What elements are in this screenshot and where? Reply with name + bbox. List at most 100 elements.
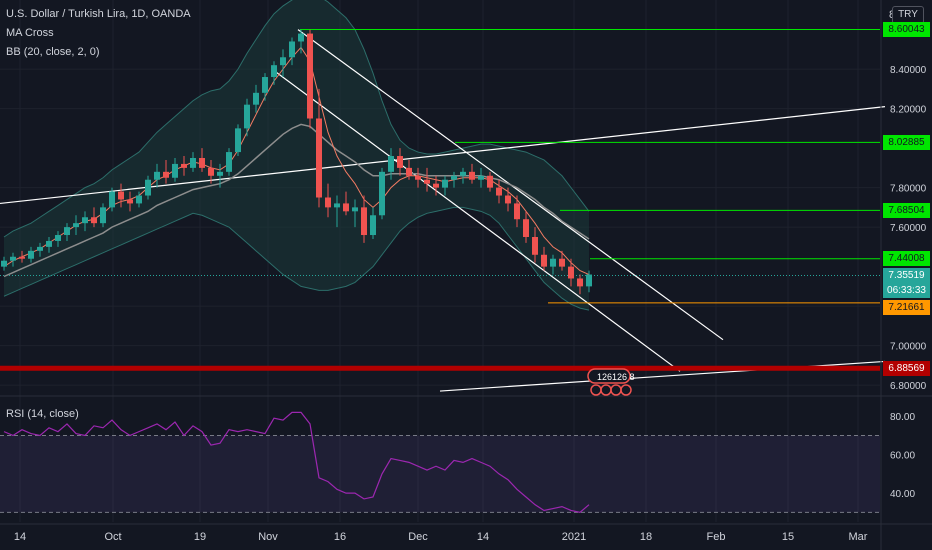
candle (136, 191, 142, 208)
candle-body (154, 171, 160, 180)
candle (469, 163, 475, 184)
time-tick-label: 2021 (562, 531, 586, 543)
time-tick-label: Oct (104, 531, 121, 543)
time-tick-label: Dec (408, 531, 428, 543)
candle (532, 227, 538, 263)
candle (271, 61, 277, 85)
rsi-line (3, 411, 590, 514)
candle-body (280, 57, 286, 66)
candle-body (10, 256, 16, 261)
candle-body (226, 152, 232, 172)
candle (154, 163, 160, 188)
time-tick-label: 15 (782, 531, 794, 543)
rsi-tick-label: 60.00 (890, 451, 915, 462)
candle-body (559, 258, 565, 267)
candle (127, 191, 133, 212)
bb-lower-line (3, 206, 590, 311)
candle (235, 124, 241, 157)
candle-body (496, 187, 502, 196)
candle-body (163, 171, 169, 178)
candle-body (109, 191, 115, 208)
candle-body (28, 250, 34, 259)
candle (253, 84, 259, 113)
candle (280, 49, 286, 78)
candle (334, 195, 340, 228)
indicator-bb[interactable]: BB (20, close, 2, 0) (6, 46, 100, 58)
candle-body (541, 254, 547, 267)
price-tick-label: 7.00000 (890, 342, 927, 353)
candle-body (424, 179, 430, 184)
symbol-title[interactable]: U.S. Dollar / Turkish Lira, 1D, OANDA (6, 8, 191, 20)
price-tag: 06:33:33 (883, 283, 930, 299)
price-tick-label: 8.40000 (890, 65, 927, 76)
candle-body (235, 128, 241, 153)
candle (190, 152, 196, 172)
candle-body (577, 278, 583, 287)
time-tick-label: 14 (14, 531, 26, 543)
event-markers[interactable]: 126126 8 (587, 368, 635, 396)
candle (379, 167, 385, 220)
rsi-tick-label: 40.00 (890, 489, 915, 500)
candle-body (208, 167, 214, 176)
horizontal-levels (0, 29, 880, 371)
candle (460, 167, 466, 184)
candle-body (325, 197, 331, 208)
candle-body (82, 217, 88, 224)
price-tag: 8.02885 (883, 134, 930, 150)
candle-body (91, 217, 97, 224)
candle (325, 183, 331, 218)
candle (226, 148, 232, 176)
indicator-ma-cross[interactable]: MA Cross (6, 27, 54, 39)
price-tick-label: 8.20000 (890, 105, 927, 116)
candle (262, 73, 268, 101)
candle-body (487, 175, 493, 188)
candle (118, 183, 124, 208)
candle-body (379, 171, 385, 216)
bb-upper-line (3, 0, 590, 238)
candle (73, 215, 79, 236)
candle-body (172, 163, 178, 178)
candle-body (316, 118, 322, 198)
candle-body (469, 171, 475, 180)
candle-body (478, 175, 484, 180)
price-tick-label: 7.60000 (890, 223, 927, 234)
event-flag-icon (610, 384, 622, 396)
candle (559, 250, 565, 271)
price-tick-label: 6.80000 (890, 381, 927, 392)
candle-body (343, 203, 349, 212)
candle (496, 179, 502, 204)
candle (100, 203, 106, 228)
candle (10, 252, 16, 267)
candle-body (397, 156, 403, 168)
candle-body (388, 156, 394, 172)
candle (217, 163, 223, 188)
candle (199, 148, 205, 172)
candle-body (46, 240, 52, 247)
candle-body (136, 195, 142, 204)
candle (1, 256, 7, 271)
candle (451, 171, 457, 188)
candle (415, 167, 421, 188)
candle-body (100, 207, 106, 224)
candle-body (442, 179, 448, 188)
indicator-rsi[interactable]: RSI (14, close) (6, 408, 79, 420)
rsi-pane (0, 395, 932, 514)
candle (208, 159, 214, 184)
candle (424, 167, 430, 192)
candle (397, 148, 403, 176)
candle (37, 242, 43, 257)
candle (523, 211, 529, 243)
event-flag-icon (620, 384, 632, 396)
time-tick-label: 18 (640, 531, 652, 543)
price-tag: 7.35519 (883, 267, 930, 283)
candle (514, 195, 520, 228)
candle (55, 231, 61, 247)
time-tick-label: 14 (477, 531, 489, 543)
event-flag-icon (600, 384, 612, 396)
candle (586, 270, 592, 293)
candle (244, 98, 250, 137)
channel-lower (271, 68, 681, 372)
candle-body (460, 171, 466, 176)
price-tag: 7.44008 (883, 251, 930, 267)
